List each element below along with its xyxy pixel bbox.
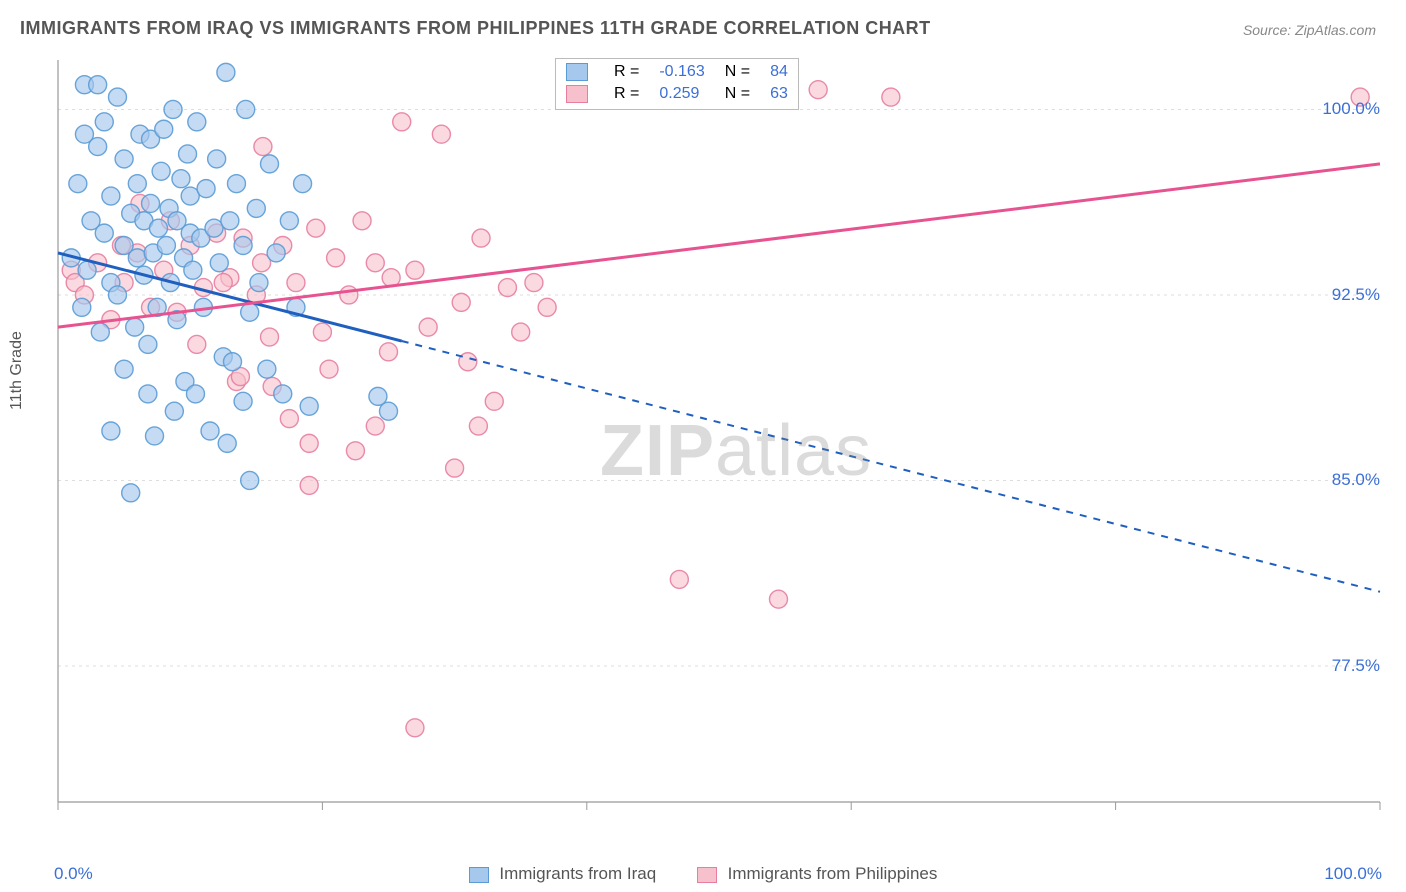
r-label: R = [604,83,649,105]
legend-item-iraq: Immigrants from Iraq [469,864,657,884]
legend-label-philippines: Immigrants from Philippines [728,864,938,883]
legend-swatch-iraq-bottom [469,867,489,883]
watermark-bold: ZIP [600,411,715,491]
legend-row-philippines: R = 0.259 N = 63 [556,83,798,105]
n-label: N = [715,83,760,105]
legend-swatch-philippines [566,85,588,103]
legend-item-philippines: Immigrants from Philippines [697,864,937,884]
y-tick-label: 92.5% [1332,285,1380,305]
watermark-rest: atlas [715,411,872,491]
series-legend: Immigrants from Iraq Immigrants from Phi… [0,864,1406,884]
n-label: N = [715,61,760,83]
y-tick-label: 77.5% [1332,656,1380,676]
r-value-iraq: -0.163 [649,61,714,83]
legend-swatch-philippines-bottom [697,867,717,883]
correlation-legend: R = -0.163 N = 84 R = 0.259 N = 63 [555,58,799,110]
y-axis-label: 11th Grade [8,331,26,410]
r-label: R = [604,61,649,83]
n-value-iraq: 84 [760,61,798,83]
legend-label-iraq: Immigrants from Iraq [499,864,656,883]
y-tick-label: 100.0% [1322,99,1380,119]
source-citation: Source: ZipAtlas.com [1243,22,1376,38]
legend-row-iraq: R = -0.163 N = 84 [556,61,798,83]
legend-swatch-iraq [566,63,588,81]
r-value-philippines: 0.259 [649,83,714,105]
watermark: ZIPatlas [600,410,872,492]
n-value-philippines: 63 [760,83,798,105]
chart-title: IMMIGRANTS FROM IRAQ VS IMMIGRANTS FROM … [20,18,931,39]
y-tick-label: 85.0% [1332,470,1380,490]
